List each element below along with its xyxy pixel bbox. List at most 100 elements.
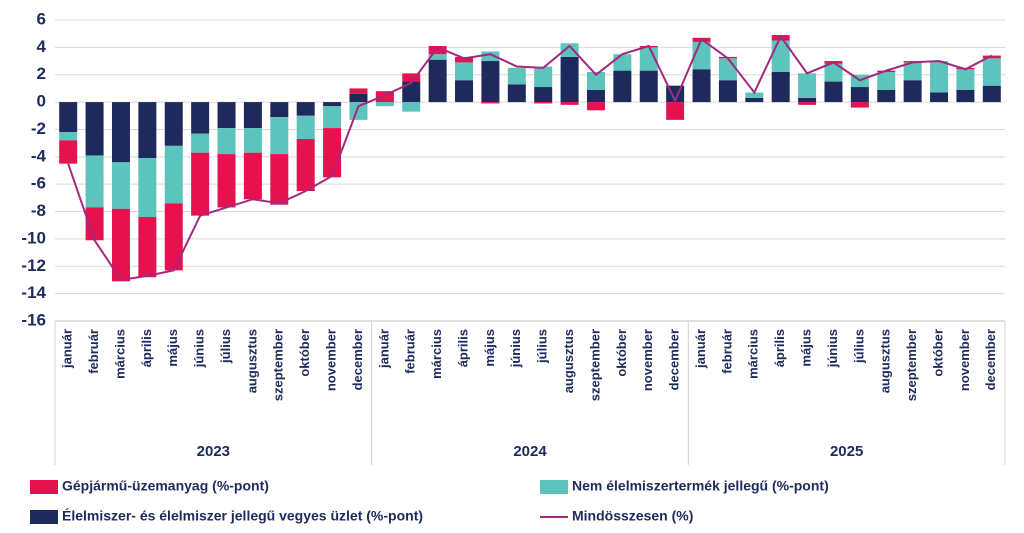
bar-segment: [296, 139, 315, 192]
x-tick-label: január: [693, 329, 708, 369]
bar-segment: [745, 97, 764, 103]
bar-segment: [164, 145, 183, 204]
bar-segment: [639, 70, 658, 103]
bar-segment: [850, 102, 869, 108]
y-tick-label: -8: [31, 201, 46, 220]
y-tick-label: -6: [31, 174, 46, 193]
bar-segment: [402, 102, 421, 112]
legend-label: Gépjármű-üzemanyag (%-pont): [62, 478, 269, 494]
x-tick-label: május: [799, 329, 814, 367]
bar-segment: [402, 73, 421, 82]
x-tick-label: március: [112, 329, 127, 379]
x-tick-label: november: [324, 329, 339, 391]
x-tick-label: április: [455, 329, 470, 367]
bar-segment: [191, 133, 210, 153]
x-tick-label: január: [376, 329, 391, 369]
bar-segment: [982, 55, 1001, 59]
bar-segment: [956, 69, 975, 90]
bar-segment: [850, 87, 869, 103]
x-tick-label: április: [772, 329, 787, 367]
x-tick-label: december: [983, 329, 998, 390]
bar-segment: [323, 106, 342, 129]
y-tick-label: -4: [31, 146, 47, 165]
y-tick-label: -10: [21, 228, 46, 247]
x-tick-label: március: [429, 329, 444, 379]
total-line: [67, 34, 993, 282]
bar-segment: [243, 152, 262, 200]
bar-segment: [270, 154, 289, 205]
bar-segment: [982, 58, 1001, 86]
bar-segment: [455, 56, 474, 63]
x-tick-label: november: [640, 329, 655, 391]
bar-segment: [481, 102, 500, 104]
x-tick-label: június: [508, 329, 523, 368]
bar-segment: [402, 81, 421, 103]
bar-segment: [85, 207, 104, 241]
bar-segment: [428, 54, 447, 60]
bar-segment: [481, 61, 500, 103]
bar-segment: [824, 81, 843, 103]
bar-segment: [111, 162, 130, 209]
bar-segment: [771, 71, 790, 103]
x-tick-label: március: [746, 329, 761, 379]
group-label: 2025: [830, 443, 863, 460]
bar-segment: [138, 102, 157, 159]
x-tick-label: december: [667, 329, 682, 390]
x-tick-label: október: [297, 329, 312, 377]
legend-swatch: [30, 510, 58, 524]
bar-segment: [534, 102, 553, 104]
x-tick-label: június: [825, 329, 840, 368]
bar-segment: [270, 102, 289, 118]
bar-segment: [164, 102, 183, 146]
bar-segment: [560, 56, 579, 103]
x-tick-label: július: [851, 329, 866, 364]
bar-segment: [296, 115, 315, 140]
bar-segment: [613, 70, 632, 103]
bar-segment: [586, 102, 605, 111]
bar-segment: [375, 102, 394, 107]
x-tick-label: november: [957, 329, 972, 391]
bar-segment: [534, 87, 553, 103]
bar-segment: [692, 69, 711, 103]
bar-segment: [349, 102, 368, 120]
x-tick-label: május: [482, 329, 497, 367]
x-tick-label: augusztus: [878, 329, 893, 393]
x-tick-label: február: [86, 329, 101, 374]
x-tick-label: július: [218, 329, 233, 364]
x-tick-label: január: [60, 329, 75, 369]
x-tick-label: szeptember: [271, 329, 286, 401]
x-tick-label: december: [350, 329, 365, 390]
group-label: 2023: [197, 443, 230, 460]
bar-segment: [718, 80, 737, 103]
legend-swatch: [30, 480, 58, 494]
bar-segment: [930, 61, 949, 93]
bar-segment: [323, 128, 342, 178]
bar-segment: [982, 85, 1001, 103]
bar-segment: [930, 92, 949, 103]
bar-segment: [428, 45, 447, 55]
bar-segment: [85, 155, 104, 208]
bar-segment: [903, 80, 922, 103]
bar-segment: [164, 203, 183, 271]
bar-segment: [507, 84, 526, 103]
bar-segment: [217, 102, 236, 129]
x-tick-label: augusztus: [244, 329, 259, 393]
y-tick-label: -2: [31, 119, 46, 138]
bar-segment: [191, 152, 210, 216]
bar-segment: [956, 89, 975, 103]
x-tick-label: február: [719, 329, 734, 374]
bar-segment: [243, 102, 262, 129]
legend-swatch: [540, 480, 568, 494]
x-tick-label: április: [139, 329, 154, 367]
y-tick-label: 2: [37, 64, 46, 83]
y-tick-label: 6: [37, 9, 46, 28]
bar-segment: [243, 128, 262, 153]
bar-segment: [798, 73, 817, 98]
bar-segment: [323, 102, 342, 107]
bar-segment: [270, 117, 289, 155]
bar-segment: [85, 102, 104, 156]
bar-segment: [745, 92, 764, 98]
bar-segment: [560, 43, 579, 57]
bar-segment: [798, 102, 817, 105]
